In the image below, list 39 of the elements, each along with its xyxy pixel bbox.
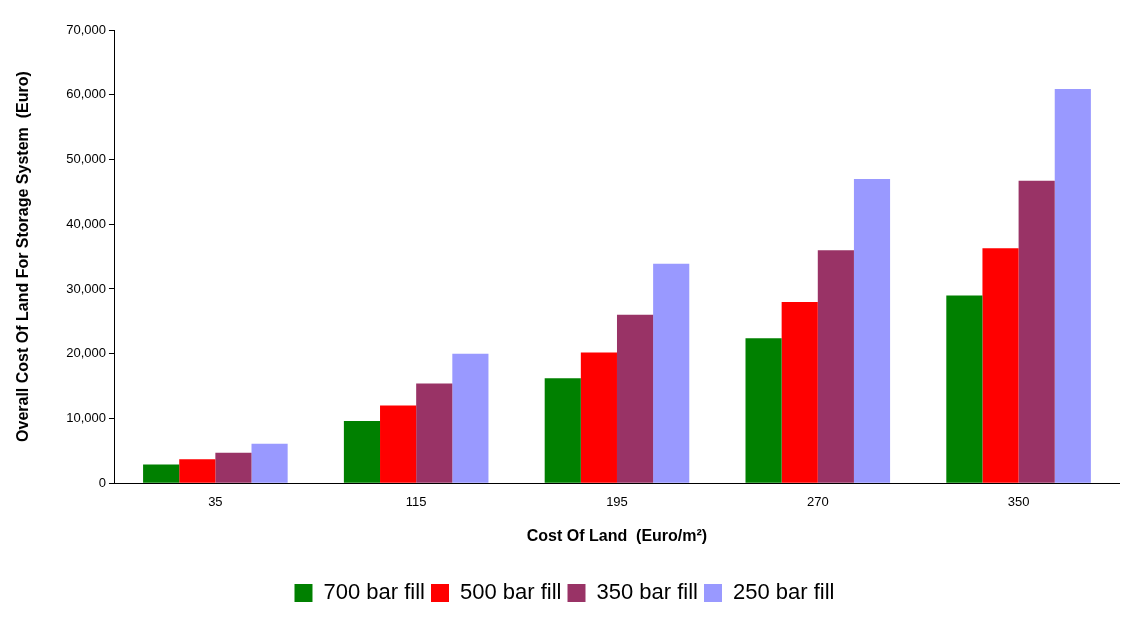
bar (452, 353, 489, 483)
bar (580, 352, 617, 483)
bar (380, 405, 417, 483)
y-tick-label: 20,000 (66, 345, 106, 361)
y-tick-label: 30,000 (66, 280, 106, 296)
legend-label: 500 bar fill (460, 579, 562, 605)
bar (544, 378, 581, 483)
bar (416, 383, 453, 483)
bar (817, 250, 854, 483)
bar (1054, 88, 1091, 483)
x-axis-title: Cost Of Land (Euro/m²) (526, 526, 708, 544)
x-tick-label: 195 (606, 493, 628, 509)
bar (616, 314, 654, 483)
x-tick-label: 35 (208, 493, 223, 509)
y-axis-title: Overall Cost Of Land For Storage System (Euro) (14, 71, 32, 442)
y-tick-label: 60,000 (66, 86, 106, 102)
bar (781, 301, 818, 483)
y-tick-label: 40,000 (66, 215, 106, 231)
bar (215, 452, 252, 483)
legend-label: 700 bar fill (323, 579, 426, 605)
legend-label: 250 bar fill (733, 579, 835, 605)
bar (143, 464, 180, 483)
bar (1018, 180, 1055, 483)
bar (343, 421, 381, 483)
x-tick-label: 350 (1007, 493, 1030, 509)
y-tick-label: 50,000 (66, 151, 106, 167)
bar (946, 295, 983, 483)
bar (653, 263, 690, 483)
x-tick-label: 270 (806, 493, 829, 509)
y-tick-label: 70,000 (66, 21, 106, 37)
legend-label: 350 bar fill (596, 579, 699, 605)
y-tick-label: 0 (98, 474, 106, 490)
bar (853, 178, 891, 483)
y-tick-label: 10,000 (66, 410, 106, 426)
bar (251, 443, 288, 483)
x-tick-label: 115 (405, 493, 427, 509)
bar (745, 338, 782, 483)
bar (982, 248, 1019, 483)
bar (179, 459, 216, 483)
